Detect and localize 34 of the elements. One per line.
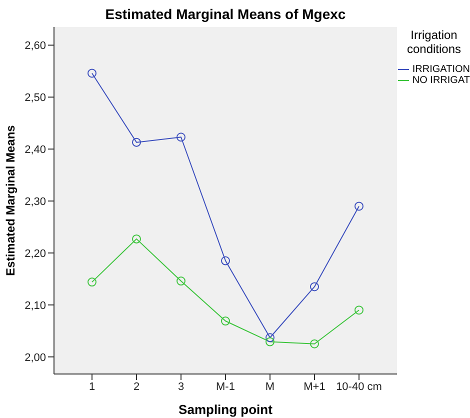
point	[132, 234, 141, 244]
point	[354, 202, 364, 211]
point	[176, 276, 186, 286]
point	[221, 316, 230, 326]
y-tick-label: 2,50	[24, 92, 46, 104]
y-tick-label: 2,60	[24, 40, 46, 52]
y-tick-label: 2,10	[24, 300, 46, 312]
y-tick-label: 2,20	[24, 248, 46, 260]
y-axis-title: Estimated Marginal Means	[3, 124, 18, 276]
point	[266, 333, 274, 342]
point	[221, 256, 230, 266]
legend-label: NO IRRIGAT	[411, 75, 470, 86]
y-tick-label: 2,40	[24, 144, 46, 156]
x-tick-label: M+1	[304, 380, 326, 393]
x-tick-label: 1	[88, 380, 96, 393]
legend-label: IRRIGATION	[411, 64, 470, 75]
point	[176, 132, 186, 142]
x-tick-label: M-1	[216, 380, 235, 393]
point	[266, 337, 274, 346]
x-tick-label: M	[265, 380, 275, 393]
point	[88, 278, 96, 287]
point	[354, 306, 364, 315]
x-axis-title: Sampling point	[178, 402, 274, 417]
point	[132, 138, 141, 147]
x-tick-label: 10-40 cm	[336, 380, 382, 393]
y-tick-label: 2,00	[24, 352, 46, 364]
point	[310, 282, 319, 292]
y-tick-label: 2,30	[24, 196, 46, 208]
x-tick-label: 2	[133, 380, 140, 393]
x-tick-label: 3	[178, 380, 184, 393]
legend-title: Irrigation conditions	[406, 28, 462, 56]
chart-title: Estimated Marginal Means of Mgexc	[104, 6, 347, 22]
point	[88, 68, 96, 78]
point	[310, 339, 319, 348]
